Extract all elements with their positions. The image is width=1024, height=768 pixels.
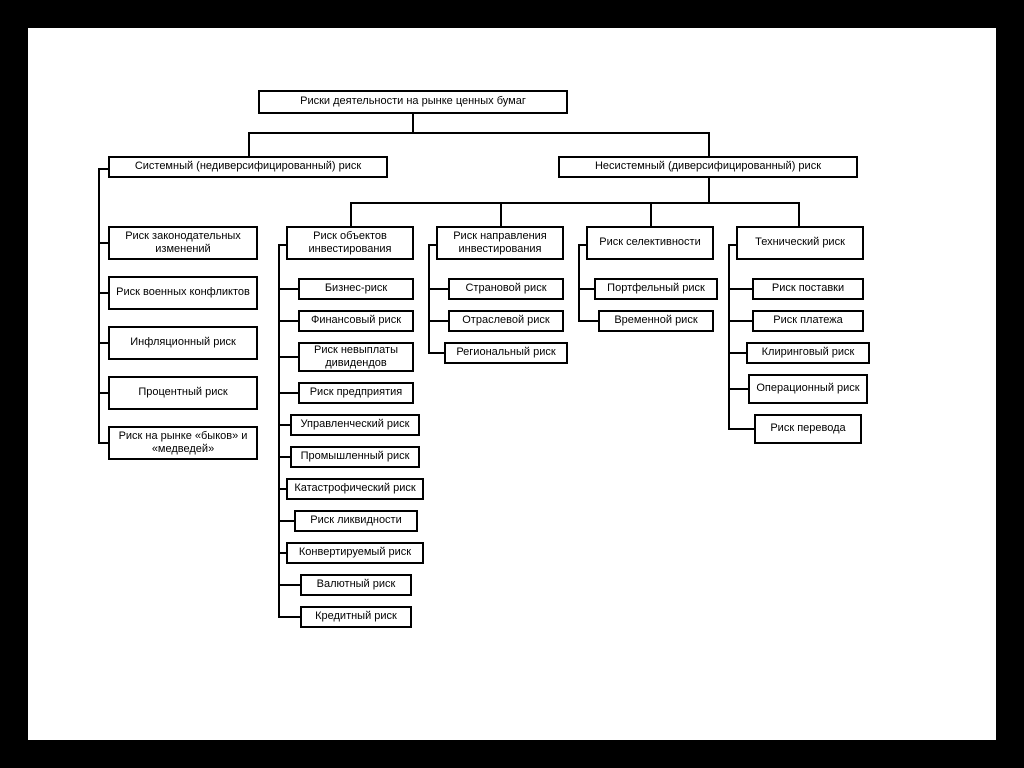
sel-child-0: Портфельный риск bbox=[594, 278, 718, 300]
connector-line bbox=[500, 202, 502, 226]
nonsystemic-head-2: Риск селективности bbox=[586, 226, 714, 260]
nonsystemic-head-1: Риск направления инвестирования bbox=[436, 226, 564, 260]
connector-line bbox=[708, 178, 710, 202]
connector-line bbox=[728, 352, 746, 354]
connector-line bbox=[278, 320, 298, 322]
connector-line bbox=[98, 392, 108, 394]
tech-child-3: Операционный риск bbox=[748, 374, 868, 404]
connector-line bbox=[350, 202, 800, 204]
connector-line bbox=[98, 242, 108, 244]
connector-line bbox=[412, 114, 414, 132]
connector-line bbox=[278, 288, 298, 290]
connector-line bbox=[278, 456, 290, 458]
obj-child-3: Риск предприятия bbox=[298, 382, 414, 404]
connector-line bbox=[428, 352, 444, 354]
connector-line bbox=[278, 520, 294, 522]
dir-child-2: Региональный риск bbox=[444, 342, 568, 364]
systemic-child-2: Инфляционный риск bbox=[108, 326, 258, 360]
connector-line bbox=[98, 168, 100, 444]
level2-node-1: Несистемный (диверсифицированный) риск bbox=[558, 156, 858, 178]
tech-child-2: Клиринговый риск bbox=[746, 342, 870, 364]
obj-child-1: Финансовый риск bbox=[298, 310, 414, 332]
obj-child-5: Промышленный риск bbox=[290, 446, 420, 468]
systemic-child-3: Процентный риск bbox=[108, 376, 258, 410]
tech-child-0: Риск поставки bbox=[752, 278, 864, 300]
connector-line bbox=[728, 388, 748, 390]
connector-line bbox=[650, 202, 652, 226]
connector-line bbox=[728, 428, 754, 430]
sel-child-1: Временной риск bbox=[598, 310, 714, 332]
level2-node-0: Системный (недиверсифицированный) риск bbox=[108, 156, 388, 178]
connector-line bbox=[578, 288, 594, 290]
connector-line bbox=[798, 202, 800, 226]
connector-line bbox=[278, 552, 286, 554]
nonsystemic-head-3: Технический риск bbox=[736, 226, 864, 260]
dir-child-1: Отраслевой риск bbox=[448, 310, 564, 332]
connector-line bbox=[578, 244, 580, 322]
connector-line bbox=[98, 292, 108, 294]
connector-line bbox=[278, 392, 298, 394]
tech-child-4: Риск перевода bbox=[754, 414, 862, 444]
obj-child-9: Валютный риск bbox=[300, 574, 412, 596]
connector-line bbox=[578, 320, 598, 322]
connector-line bbox=[728, 244, 730, 430]
connector-line bbox=[708, 132, 710, 156]
connector-line bbox=[248, 132, 250, 156]
connector-line bbox=[278, 616, 300, 618]
obj-child-0: Бизнес-риск bbox=[298, 278, 414, 300]
obj-child-6: Катастрофический риск bbox=[286, 478, 424, 500]
nonsystemic-head-0: Риск объектов инвестирования bbox=[286, 226, 414, 260]
connector-line bbox=[428, 288, 448, 290]
connector-line bbox=[278, 584, 300, 586]
systemic-child-1: Риск военных конфликтов bbox=[108, 276, 258, 310]
diagram-canvas: Риски деятельности на рынке ценных бумаг… bbox=[28, 28, 996, 740]
root-node: Риски деятельности на рынке ценных бумаг bbox=[258, 90, 568, 114]
connector-line bbox=[278, 488, 286, 490]
connector-line bbox=[248, 132, 710, 134]
connector-line bbox=[278, 424, 290, 426]
tech-child-1: Риск платежа bbox=[752, 310, 864, 332]
connector-line bbox=[98, 442, 108, 444]
connector-line bbox=[278, 356, 298, 358]
connector-line bbox=[428, 320, 448, 322]
obj-child-2: Риск невыплаты дивидендов bbox=[298, 342, 414, 372]
systemic-child-0: Риск законодательных изменений bbox=[108, 226, 258, 260]
connector-line bbox=[728, 288, 752, 290]
connector-line bbox=[278, 244, 280, 618]
connector-line bbox=[350, 202, 352, 226]
connector-line bbox=[428, 244, 430, 354]
obj-child-4: Управленческий риск bbox=[290, 414, 420, 436]
obj-child-8: Конвертируемый риск bbox=[286, 542, 424, 564]
connector-line bbox=[728, 320, 752, 322]
obj-child-7: Риск ликвидности bbox=[294, 510, 418, 532]
dir-child-0: Страновой риск bbox=[448, 278, 564, 300]
connector-line bbox=[98, 342, 108, 344]
obj-child-10: Кредитный риск bbox=[300, 606, 412, 628]
systemic-child-4: Риск на рынке «быков» и «медведей» bbox=[108, 426, 258, 460]
